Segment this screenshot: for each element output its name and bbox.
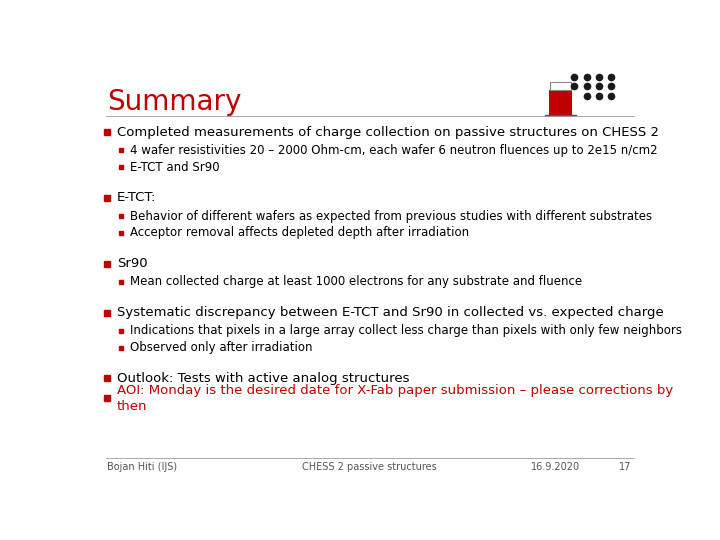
Text: CHESS 2 passive structures: CHESS 2 passive structures [302, 462, 436, 472]
Text: Indications that pixels in a large array collect less charge than pixels with on: Indications that pixels in a large array… [130, 325, 682, 338]
Text: Bojan Hiti (IJS): Bojan Hiti (IJS) [107, 462, 177, 472]
Text: Outlook: Tests with active analog structures: Outlook: Tests with active analog struct… [117, 372, 409, 385]
Text: Acceptor removal affects depleted depth after irradiation: Acceptor removal affects depleted depth … [130, 226, 469, 239]
Bar [550, 82, 571, 90]
Text: Behavior of different wafers as expected from previous studies with different su: Behavior of different wafers as expected… [130, 210, 652, 222]
Text: E-TCT and Sr90: E-TCT and Sr90 [130, 160, 220, 173]
Text: Systematic discrepancy between E-TCT and Sr90 in collected vs. expected charge: Systematic discrepancy between E-TCT and… [117, 306, 664, 319]
Text: E-TCT:: E-TCT: [117, 191, 156, 204]
Text: Mean collected charge at least 1000 electrons for any substrate and fluence: Mean collected charge at least 1000 elec… [130, 275, 582, 288]
Text: Summary: Summary [107, 87, 241, 116]
Text: Completed measurements of charge collection on passive structures on CHESS 2: Completed measurements of charge collect… [117, 126, 659, 139]
Text: 17: 17 [619, 462, 631, 472]
Text: Sr90: Sr90 [117, 257, 148, 270]
Text: 4 wafer resistivities 20 – 2000 Ohm-cm, each wafer 6 neutron fluences up to 2e15: 4 wafer resistivities 20 – 2000 Ohm-cm, … [130, 144, 658, 157]
Text: Observed only after irradiation: Observed only after irradiation [130, 341, 312, 354]
Text: 16.9.2020: 16.9.2020 [531, 462, 580, 472]
Text: AOI: Monday is the desired date for X-Fab paper submission – please corrections : AOI: Monday is the desired date for X-Fa… [117, 384, 673, 413]
Bar [549, 90, 572, 114]
